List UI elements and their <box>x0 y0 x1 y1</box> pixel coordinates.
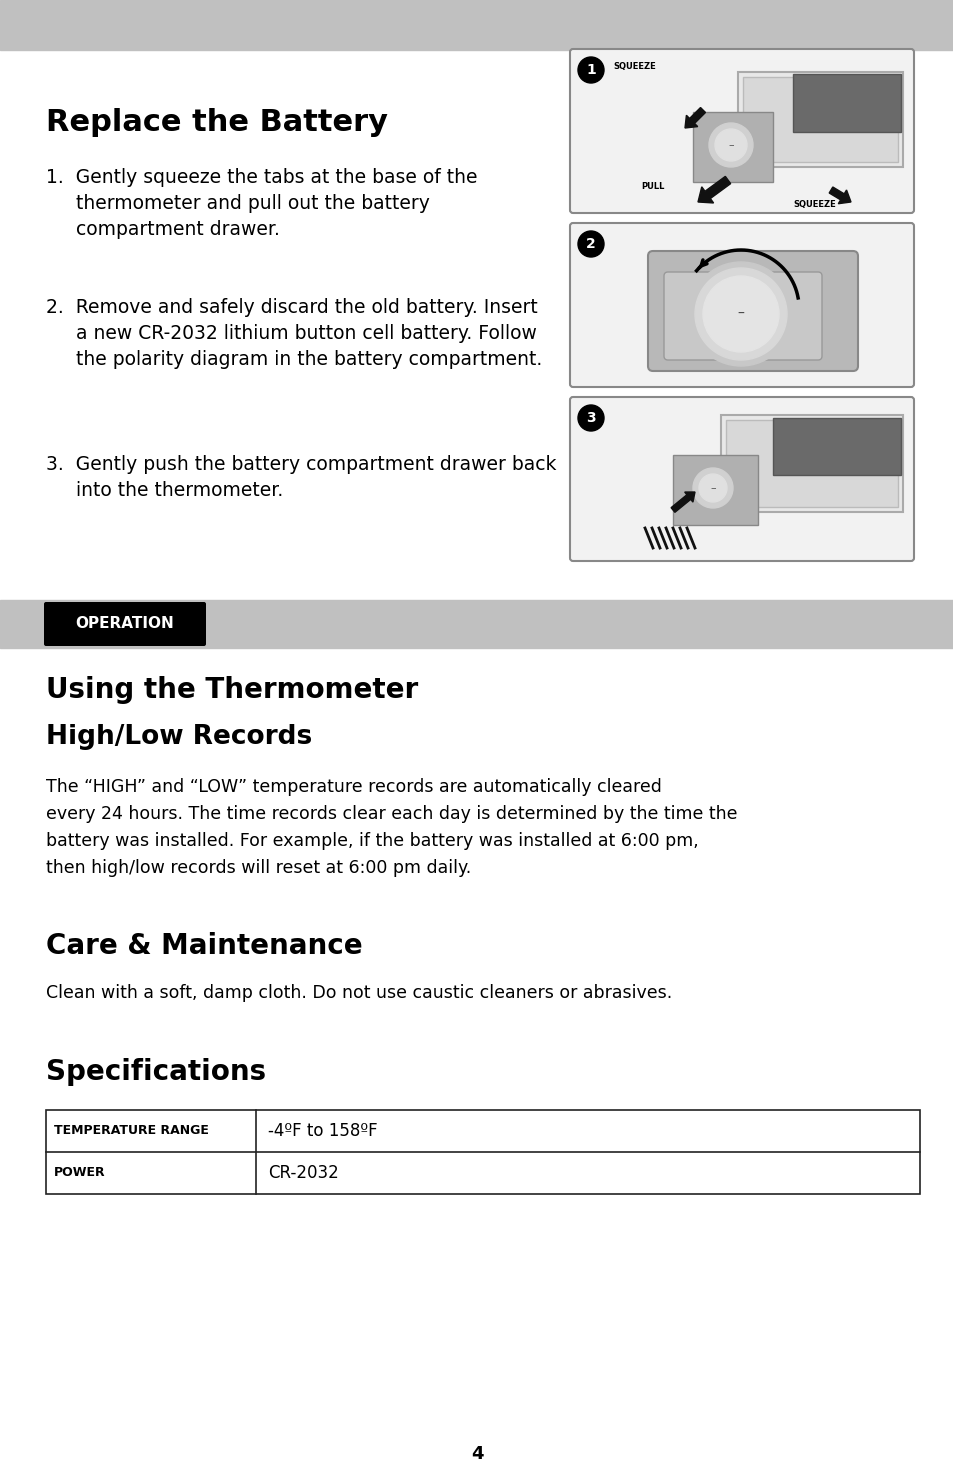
Circle shape <box>702 276 779 353</box>
FancyArrow shape <box>670 493 695 512</box>
Text: Care & Maintenance: Care & Maintenance <box>46 932 362 960</box>
Text: TEMPERATURE RANGE: TEMPERATURE RANGE <box>54 1124 209 1137</box>
Text: 1: 1 <box>585 63 596 77</box>
Bar <box>0 0 953 50</box>
Circle shape <box>708 122 752 167</box>
Text: Using the Thermometer: Using the Thermometer <box>46 676 417 704</box>
Text: POWER: POWER <box>54 1167 106 1180</box>
Bar <box>0 600 953 648</box>
Text: 3: 3 <box>585 412 596 425</box>
Polygon shape <box>792 74 900 131</box>
Text: the polarity diagram in the battery compartment.: the polarity diagram in the battery comp… <box>46 350 541 369</box>
FancyBboxPatch shape <box>569 223 913 386</box>
Text: –: – <box>709 482 715 493</box>
Text: battery was installed. For example, if the battery was installed at 6:00 pm,: battery was installed. For example, if t… <box>46 832 698 850</box>
Text: CR-2032: CR-2032 <box>268 1164 338 1181</box>
Text: Specifications: Specifications <box>46 1058 266 1086</box>
Text: Clean with a soft, damp cloth. Do not use caustic cleaners or abrasives.: Clean with a soft, damp cloth. Do not us… <box>46 984 672 1002</box>
Text: every 24 hours. The time records clear each day is determined by the time the: every 24 hours. The time records clear e… <box>46 805 737 823</box>
Bar <box>46 1111 919 1193</box>
FancyBboxPatch shape <box>569 49 913 212</box>
Text: PULL: PULL <box>640 181 663 190</box>
Polygon shape <box>742 77 897 162</box>
Circle shape <box>692 468 732 507</box>
Text: –: – <box>727 140 733 150</box>
Polygon shape <box>672 454 758 525</box>
Circle shape <box>714 128 746 161</box>
FancyBboxPatch shape <box>647 251 857 372</box>
Text: SQUEEZE: SQUEEZE <box>613 62 655 71</box>
Text: thermometer and pull out the battery: thermometer and pull out the battery <box>46 195 430 212</box>
Text: OPERATION: OPERATION <box>75 617 174 631</box>
Text: High/Low Records: High/Low Records <box>46 724 312 749</box>
Text: 1.  Gently squeeze the tabs at the base of the: 1. Gently squeeze the tabs at the base o… <box>46 168 477 187</box>
Text: 4: 4 <box>470 1446 483 1463</box>
Text: The “HIGH” and “LOW” temperature records are automatically cleared: The “HIGH” and “LOW” temperature records… <box>46 777 661 797</box>
Circle shape <box>688 263 792 366</box>
Text: 2.  Remove and safely discard the old battery. Insert: 2. Remove and safely discard the old bat… <box>46 298 537 317</box>
Text: -4ºF to 158ºF: -4ºF to 158ºF <box>268 1122 377 1140</box>
Polygon shape <box>692 112 772 181</box>
Text: SQUEEZE: SQUEEZE <box>792 201 835 209</box>
FancyArrow shape <box>698 177 730 204</box>
Text: then high/low records will reset at 6:00 pm daily.: then high/low records will reset at 6:00… <box>46 858 471 878</box>
Polygon shape <box>738 72 902 167</box>
Polygon shape <box>720 414 902 512</box>
Circle shape <box>699 473 726 502</box>
FancyBboxPatch shape <box>44 602 206 646</box>
FancyBboxPatch shape <box>663 271 821 360</box>
Text: Replace the Battery: Replace the Battery <box>46 108 388 137</box>
Polygon shape <box>725 420 897 507</box>
Text: –: – <box>737 307 743 322</box>
FancyArrow shape <box>684 108 704 128</box>
Circle shape <box>578 58 603 83</box>
Polygon shape <box>772 417 900 475</box>
Circle shape <box>578 406 603 431</box>
Text: 2: 2 <box>585 237 596 251</box>
Text: 3.  Gently push the battery compartment drawer back: 3. Gently push the battery compartment d… <box>46 454 556 473</box>
Text: compartment drawer.: compartment drawer. <box>46 220 279 239</box>
FancyBboxPatch shape <box>569 397 913 560</box>
Text: into the thermometer.: into the thermometer. <box>46 481 283 500</box>
FancyArrow shape <box>828 187 850 204</box>
Circle shape <box>578 232 603 257</box>
Circle shape <box>695 268 786 360</box>
Text: a new CR-2032 lithium button cell battery. Follow: a new CR-2032 lithium button cell batter… <box>46 324 537 344</box>
